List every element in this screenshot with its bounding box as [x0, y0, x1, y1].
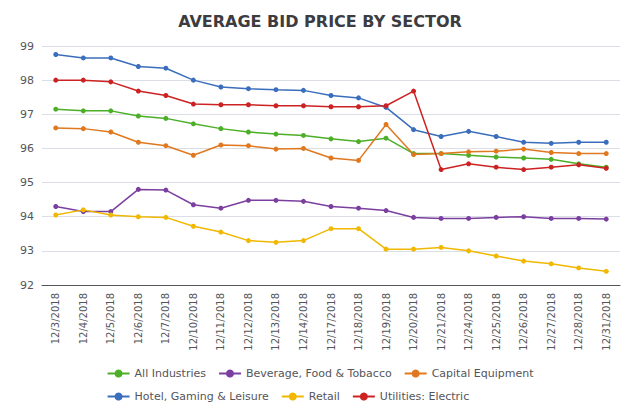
- svg-text:12/21/2018: 12/21/2018: [436, 293, 447, 351]
- svg-text:12/11/2018: 12/11/2018: [215, 293, 226, 351]
- svg-text:All Industries: All Industries: [135, 367, 207, 380]
- svg-text:Retail: Retail: [309, 390, 340, 403]
- svg-text:Hotel, Gaming & Leisure: Hotel, Gaming & Leisure: [135, 390, 269, 403]
- svg-text:96: 96: [20, 142, 34, 155]
- svg-text:Capital Equipment: Capital Equipment: [432, 367, 534, 380]
- svg-text:12/31/2018: 12/31/2018: [601, 293, 612, 351]
- svg-text:12/18/2018: 12/18/2018: [353, 293, 364, 351]
- svg-text:12/13/2018: 12/13/2018: [270, 293, 281, 351]
- svg-text:92: 92: [20, 279, 34, 292]
- svg-text:12/3/2018: 12/3/2018: [50, 293, 61, 344]
- svg-text:12/10/2018: 12/10/2018: [188, 293, 199, 351]
- svg-text:12/6/2018: 12/6/2018: [133, 293, 144, 344]
- svg-text:Utilities: Electric: Utilities: Electric: [380, 390, 469, 403]
- svg-text:98: 98: [20, 74, 34, 87]
- svg-text:12/5/2018: 12/5/2018: [105, 293, 116, 344]
- svg-text:97: 97: [20, 108, 34, 121]
- svg-text:12/25/2018: 12/25/2018: [491, 293, 502, 351]
- svg-text:12/4/2018: 12/4/2018: [78, 293, 89, 344]
- svg-text:12/28/2018: 12/28/2018: [573, 293, 584, 351]
- svg-text:94: 94: [20, 210, 34, 223]
- svg-text:99: 99: [20, 40, 34, 53]
- svg-text:AVERAGE BID PRICE BY SECTOR: AVERAGE BID PRICE BY SECTOR: [178, 12, 462, 31]
- svg-text:12/12/2018: 12/12/2018: [243, 293, 254, 351]
- svg-text:12/20/2018: 12/20/2018: [408, 293, 419, 351]
- svg-text:12/26/2018: 12/26/2018: [518, 293, 529, 351]
- svg-text:12/14/2018: 12/14/2018: [298, 293, 309, 351]
- svg-text:93: 93: [20, 244, 34, 257]
- svg-text:12/17/2018: 12/17/2018: [326, 293, 337, 351]
- svg-text:12/19/2018: 12/19/2018: [381, 293, 392, 351]
- svg-text:12/7/2018: 12/7/2018: [160, 293, 171, 344]
- svg-text:Beverage, Food & Tobacco: Beverage, Food & Tobacco: [246, 367, 392, 380]
- svg-text:12/27/2018: 12/27/2018: [546, 293, 557, 351]
- svg-text:12/24/2018: 12/24/2018: [463, 293, 474, 351]
- svg-text:95: 95: [20, 176, 34, 189]
